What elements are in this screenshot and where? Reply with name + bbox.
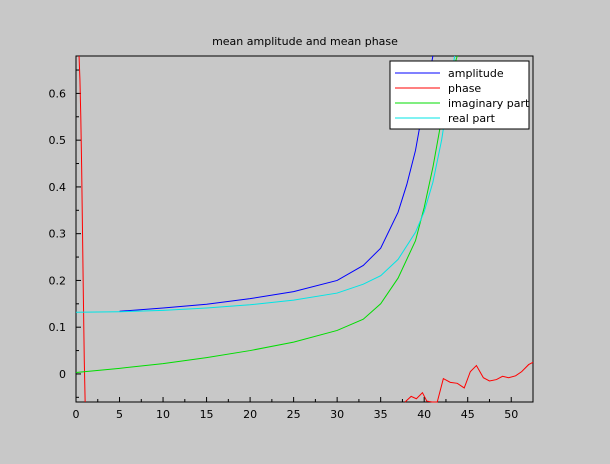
x-tick-label: 5 <box>116 408 123 421</box>
x-tick-label: 15 <box>200 408 214 421</box>
legend-amplitude-label: amplitude <box>448 67 504 80</box>
legend-phase-label: phase <box>448 82 481 95</box>
x-tick-label: 40 <box>417 408 431 421</box>
x-axis: 0 5 10 15 20 25 30 35 40 45 50 <box>73 397 518 421</box>
legend-imaginary-part-label: imaginary part <box>448 97 530 110</box>
x-tick-label: 0 <box>73 408 80 421</box>
x-tick-label: 20 <box>243 408 257 421</box>
phase-line-segment-2 <box>404 361 534 403</box>
y-tick-label: 0.1 <box>49 321 67 334</box>
plot-frame <box>75 55 534 403</box>
x-tick-label: 25 <box>287 408 301 421</box>
amplitude-line <box>119 55 434 312</box>
x-tick-label: 30 <box>330 408 344 421</box>
real-part-line <box>75 55 456 313</box>
chart-title: mean amplitude and mean phase <box>212 35 398 48</box>
x-tick-label: 10 <box>156 408 170 421</box>
y-tick-label: 0.2 <box>49 274 67 287</box>
x-tick-label: 45 <box>461 408 475 421</box>
imaginary-part-line <box>75 55 458 374</box>
series-lines <box>75 55 534 403</box>
legend: amplitude phase imaginary part real part <box>389 60 530 130</box>
x-tick-label: 50 <box>504 408 518 421</box>
phase-line-segment-1 <box>78 55 86 403</box>
y-tick-label: 0.6 <box>49 87 67 100</box>
y-tick-label: 0.3 <box>49 228 67 241</box>
y-axis: 0 0.1 0.2 0.3 0.4 0.5 0.6 <box>49 69 81 398</box>
y-tick-label: 0.5 <box>49 134 67 147</box>
legend-real-part-label: real part <box>448 112 496 125</box>
y-tick-label: 0.4 <box>49 181 67 194</box>
y-tick-label: 0 <box>59 368 66 381</box>
plot-area: 0 5 10 15 20 25 30 35 40 45 50 0 0.1 0.2 0.3 0.4 0.5 0.6 <box>49 55 534 421</box>
x-tick-label: 35 <box>374 408 388 421</box>
